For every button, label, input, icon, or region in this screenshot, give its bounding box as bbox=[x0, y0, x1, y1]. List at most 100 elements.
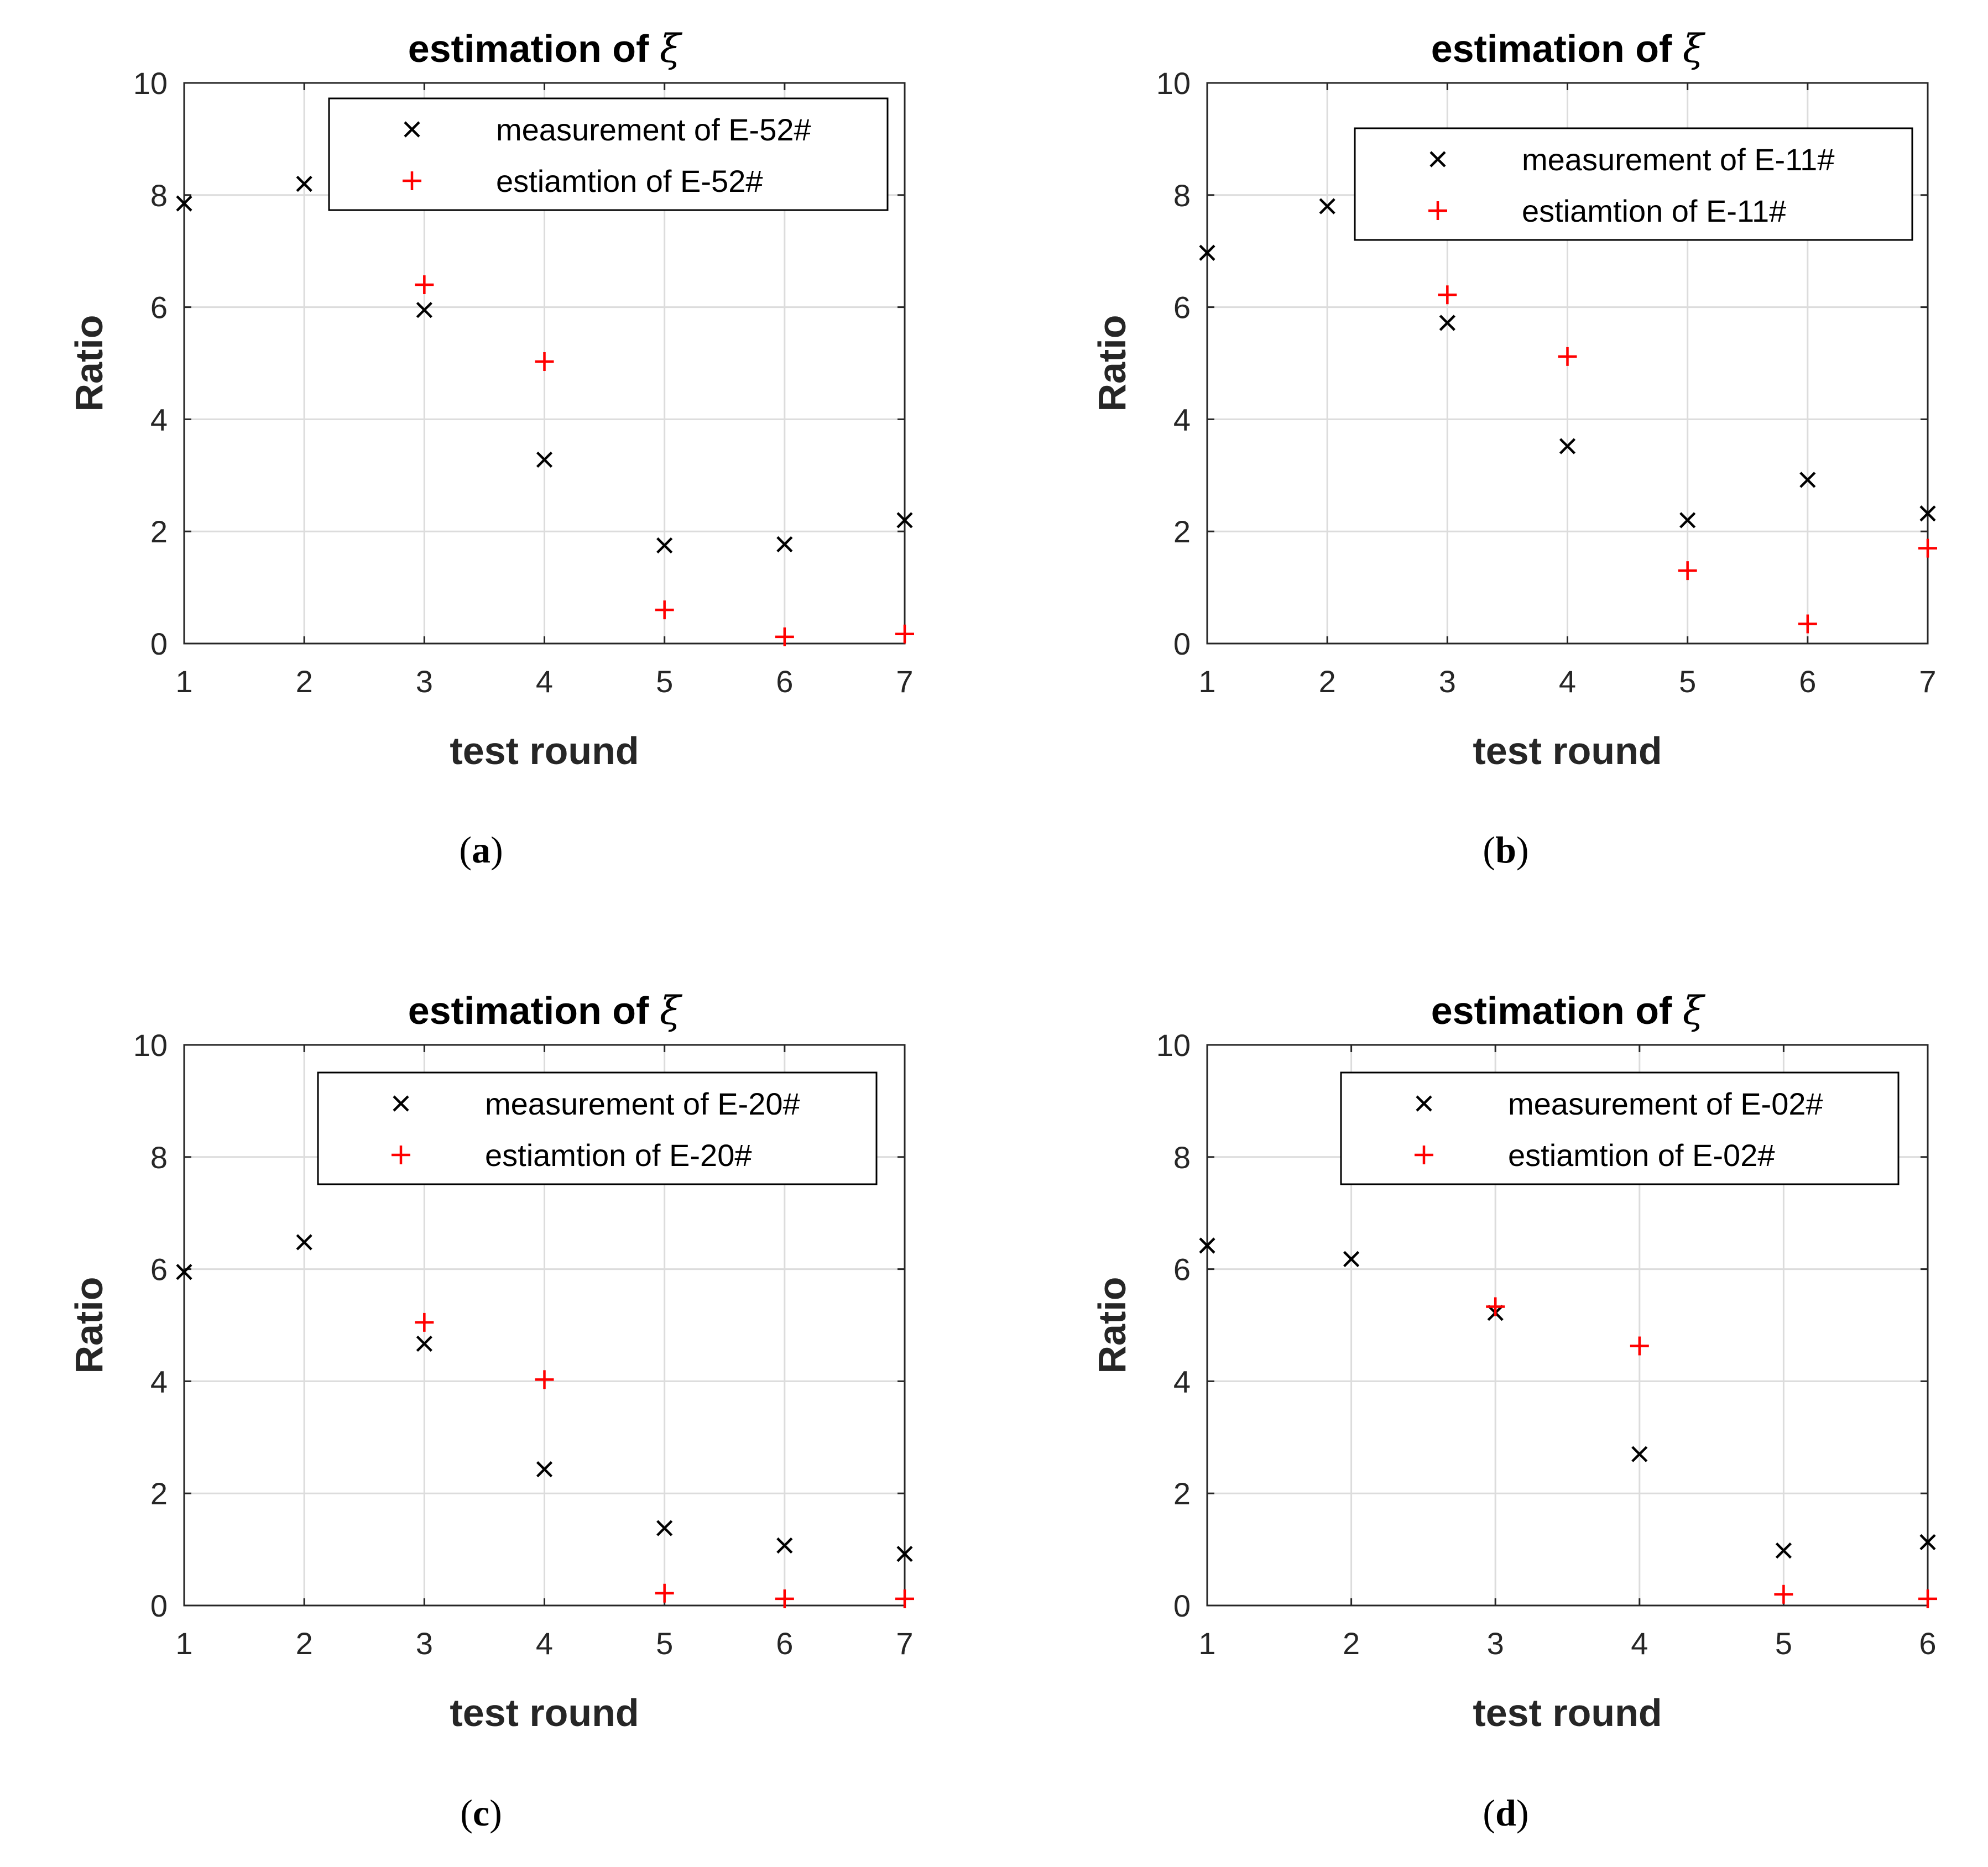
measurement-point bbox=[1559, 438, 1576, 454]
caption-letter: a bbox=[472, 829, 491, 871]
estimation-point bbox=[775, 627, 794, 646]
panel-caption: (d) bbox=[1483, 1792, 1528, 1834]
measurement-point bbox=[176, 1264, 192, 1280]
estimation-point bbox=[415, 275, 434, 295]
legend-label: measurement of E-20# bbox=[485, 1086, 800, 1121]
measurement-point bbox=[1343, 1251, 1360, 1267]
legend-box bbox=[317, 1071, 878, 1185]
estimation-point bbox=[1438, 285, 1457, 305]
measurement-point bbox=[1775, 1542, 1792, 1559]
y-tick-label: 4 bbox=[150, 402, 168, 437]
y-axis-label: Ratio bbox=[67, 1277, 111, 1374]
legend-label: estiamtion of E-52# bbox=[496, 164, 763, 198]
panel-caption: (a) bbox=[459, 829, 503, 871]
series-measurement bbox=[1199, 198, 1936, 529]
estimation-point bbox=[655, 600, 674, 620]
y-tick-label: 2 bbox=[1173, 514, 1191, 549]
y-tick-label: 0 bbox=[150, 626, 168, 661]
measurement-point bbox=[1319, 198, 1335, 215]
measurement-point bbox=[416, 1335, 432, 1352]
caption-open-paren: ( bbox=[1483, 829, 1495, 871]
y-tick-label: 0 bbox=[150, 1588, 168, 1623]
y-tick-label: 10 bbox=[1156, 1028, 1191, 1063]
measurement-point bbox=[1199, 244, 1215, 261]
x-axis-label: test round bbox=[450, 729, 639, 772]
chart-panel-c: 1 2 3 4 5 6 7 0 2 4 6 8 10 estimation of ξ test round R… bbox=[67, 988, 914, 1834]
y-tick-label: 2 bbox=[150, 1476, 168, 1511]
x-axis-label: test round bbox=[450, 1691, 639, 1734]
y-tick-label: 10 bbox=[133, 66, 168, 101]
measurement-point bbox=[896, 512, 913, 529]
x-tick-label: 7 bbox=[896, 1626, 913, 1661]
measurement-point bbox=[536, 1461, 553, 1478]
y-tick-label: 4 bbox=[150, 1364, 168, 1399]
x-tick-label: 3 bbox=[1487, 1626, 1504, 1661]
measurement-point bbox=[296, 1234, 312, 1251]
x-tick-label: 4 bbox=[1631, 1626, 1648, 1661]
x-tick-label: 3 bbox=[416, 664, 433, 699]
series-measurement bbox=[176, 1234, 913, 1562]
x-axis-label: test round bbox=[1473, 729, 1662, 772]
y-axis-label: Ratio bbox=[1090, 315, 1134, 412]
measurement-point bbox=[1919, 505, 1936, 522]
legend-marker-x bbox=[393, 1095, 409, 1112]
series-estimation bbox=[1486, 1297, 1937, 1608]
chart-title-text: estimation of bbox=[408, 989, 660, 1032]
chart-panel-a: 1 2 3 4 5 6 7 0 2 4 6 8 10 estimation of ξ test round R… bbox=[67, 26, 914, 871]
y-tick-label: 8 bbox=[1173, 178, 1191, 213]
estimation-point bbox=[1486, 1297, 1505, 1316]
estimation-point bbox=[1630, 1336, 1649, 1356]
legend-marker-x bbox=[404, 121, 420, 138]
x-tick-label: 1 bbox=[175, 1626, 192, 1661]
chart-title-text: estimation of bbox=[408, 27, 660, 70]
y-tick-label: 6 bbox=[150, 290, 168, 325]
x-tick-label: 5 bbox=[1775, 1626, 1792, 1661]
estimation-point bbox=[1774, 1584, 1793, 1604]
measurement-point bbox=[896, 1546, 913, 1562]
estimation-point bbox=[535, 352, 554, 371]
caption-close-paren: ) bbox=[489, 1792, 502, 1834]
y-axis-label: Ratio bbox=[67, 315, 111, 412]
measurement-point bbox=[1919, 1534, 1936, 1551]
y-tick-label: 6 bbox=[1173, 290, 1191, 325]
series-estimation bbox=[415, 275, 914, 646]
x-tick-label: 2 bbox=[296, 664, 313, 699]
chart-panel-d: 1 2 3 4 5 6 0 2 4 6 8 10 estimation of ξ test round Ra… bbox=[1090, 988, 1937, 1834]
measurement-point bbox=[1439, 315, 1455, 331]
y-tick-label: 8 bbox=[150, 178, 168, 213]
measurement-point bbox=[1631, 1446, 1648, 1462]
legend-label: estiamtion of E-02# bbox=[1508, 1138, 1775, 1173]
estimation-point bbox=[895, 1589, 914, 1608]
y-tick-label: 2 bbox=[1173, 1476, 1191, 1511]
x-tick-label: 1 bbox=[1198, 1626, 1215, 1661]
caption-close-paren: ) bbox=[1516, 829, 1529, 871]
legend-label: measurement of E-11# bbox=[1522, 142, 1834, 177]
legend-marker-x bbox=[1416, 1095, 1432, 1112]
measurement-point bbox=[1679, 512, 1696, 529]
measurement-point bbox=[776, 536, 793, 553]
x-tick-label: 3 bbox=[416, 1626, 433, 1661]
legend: measurement of E-52# estiamtion of E-52# bbox=[328, 97, 889, 211]
measurement-point bbox=[176, 195, 192, 212]
y-tick-label: 0 bbox=[1173, 626, 1191, 661]
chart-title-text: estimation of bbox=[1431, 989, 1683, 1032]
measurement-point bbox=[776, 1537, 793, 1554]
legend-marker-plus bbox=[403, 171, 421, 190]
caption-close-paren: ) bbox=[491, 829, 503, 871]
estimation-point bbox=[415, 1312, 434, 1332]
y-tick-label: 10 bbox=[133, 1028, 168, 1063]
chart-panel-b: 1 2 3 4 5 6 7 0 2 4 6 8 10 estimation of ξ test round R… bbox=[1090, 26, 1937, 871]
measurement-point bbox=[416, 302, 432, 318]
legend-label: estiamtion of E-11# bbox=[1522, 194, 1786, 228]
x-tick-label: 5 bbox=[1679, 664, 1696, 699]
caption-letter: d bbox=[1495, 1792, 1516, 1834]
x-tick-label: 6 bbox=[1919, 1626, 1936, 1661]
axes-box bbox=[1206, 1044, 1929, 1607]
estimation-point bbox=[1678, 561, 1697, 581]
series-measurement bbox=[1199, 1237, 1936, 1559]
series-estimation bbox=[1438, 285, 1937, 634]
x-tick-label: 2 bbox=[1319, 664, 1336, 699]
caption-open-paren: ( bbox=[460, 1792, 473, 1834]
estimation-point bbox=[895, 624, 914, 644]
